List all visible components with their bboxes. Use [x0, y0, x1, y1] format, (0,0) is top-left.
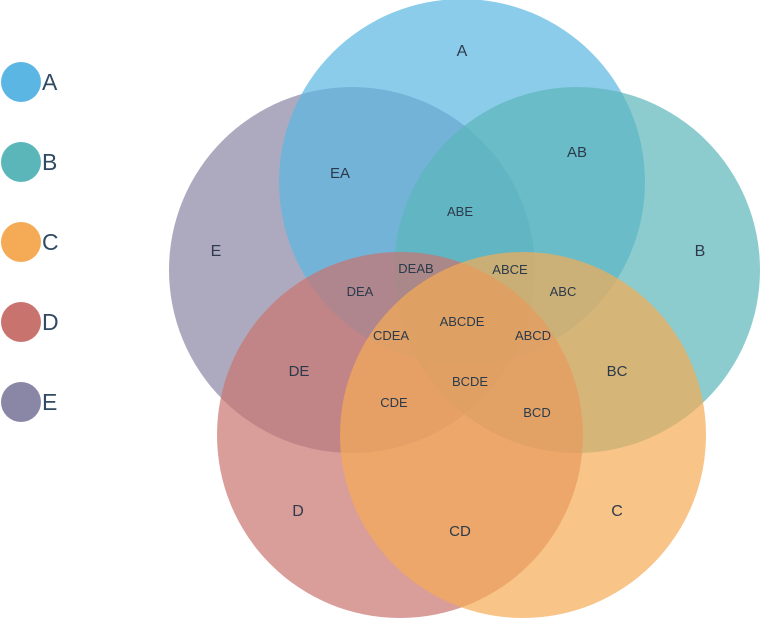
legend-swatch-e	[1, 382, 41, 422]
legend-swatch-d	[1, 302, 41, 342]
region-label-abc: ABC	[550, 284, 577, 299]
region-label-abe: ABE	[447, 204, 473, 219]
region-label-cdea: CDEA	[373, 328, 409, 343]
set-label-b: B	[695, 243, 706, 260]
legend-swatch-b	[1, 142, 41, 182]
legend-label-e: E	[42, 389, 57, 415]
set-label-d: D	[292, 503, 304, 520]
region-label-abcd: ABCD	[515, 328, 551, 343]
legend-swatch-a	[1, 62, 41, 102]
region-label-bcde: BCDE	[452, 374, 488, 389]
region-label-deab: DEAB	[398, 261, 433, 276]
set-label-e: E	[211, 243, 222, 260]
set-circle-c	[340, 252, 706, 618]
region-label-ab: AB	[567, 144, 587, 161]
legend-label-d: D	[42, 309, 59, 335]
region-label-de: DE	[289, 363, 310, 380]
legend-label-c: C	[42, 229, 59, 255]
set-label-a: A	[457, 43, 468, 60]
region-label-bc: BC	[607, 363, 628, 380]
region-label-cde: CDE	[380, 395, 408, 410]
region-label-abcde: ABCDE	[440, 314, 485, 329]
legend-swatch-c	[1, 222, 41, 262]
legend-label-b: B	[42, 149, 57, 175]
set-label-c: C	[611, 503, 623, 520]
legend-label-a: A	[42, 69, 58, 95]
region-label-dea: DEA	[347, 284, 374, 299]
region-label-bcd: BCD	[523, 405, 550, 420]
region-label-cd: CD	[449, 523, 471, 540]
region-label-abce: ABCE	[492, 262, 528, 277]
region-label-ea: EA	[330, 165, 350, 182]
